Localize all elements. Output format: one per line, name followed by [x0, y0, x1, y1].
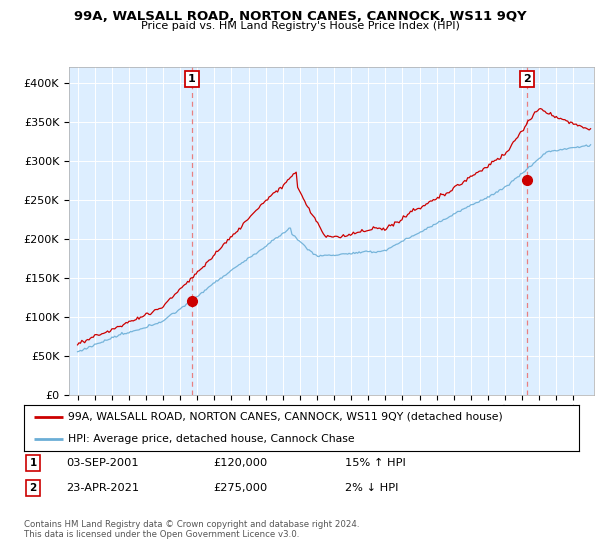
Text: 23-APR-2021: 23-APR-2021	[66, 483, 139, 493]
Text: 2: 2	[524, 74, 532, 84]
Text: 99A, WALSALL ROAD, NORTON CANES, CANNOCK, WS11 9QY: 99A, WALSALL ROAD, NORTON CANES, CANNOCK…	[74, 10, 526, 23]
Text: 2: 2	[29, 483, 37, 493]
Text: £275,000: £275,000	[213, 483, 267, 493]
Text: 2% ↓ HPI: 2% ↓ HPI	[345, 483, 398, 493]
Text: 1: 1	[29, 458, 37, 468]
Text: 99A, WALSALL ROAD, NORTON CANES, CANNOCK, WS11 9QY (detached house): 99A, WALSALL ROAD, NORTON CANES, CANNOCK…	[68, 412, 503, 422]
Text: Contains HM Land Registry data © Crown copyright and database right 2024.
This d: Contains HM Land Registry data © Crown c…	[24, 520, 359, 539]
Text: 03-SEP-2001: 03-SEP-2001	[66, 458, 139, 468]
Text: 15% ↑ HPI: 15% ↑ HPI	[345, 458, 406, 468]
Text: Price paid vs. HM Land Registry's House Price Index (HPI): Price paid vs. HM Land Registry's House …	[140, 21, 460, 31]
Text: 1: 1	[188, 74, 196, 84]
Text: £120,000: £120,000	[213, 458, 267, 468]
Text: HPI: Average price, detached house, Cannock Chase: HPI: Average price, detached house, Cann…	[68, 434, 355, 444]
